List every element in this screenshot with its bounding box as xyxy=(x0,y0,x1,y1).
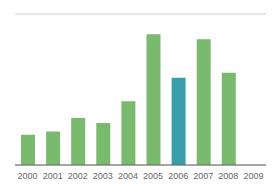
svg-text:2004: 2004 xyxy=(118,171,138,181)
svg-text:2009: 2009 xyxy=(243,171,263,181)
svg-text:2006: 2006 xyxy=(168,171,188,181)
svg-text:2003: 2003 xyxy=(93,171,113,181)
svg-text:2007: 2007 xyxy=(193,171,213,181)
svg-text:2008: 2008 xyxy=(218,171,238,181)
svg-text:2005: 2005 xyxy=(143,171,163,181)
svg-text:2001: 2001 xyxy=(43,171,63,181)
svg-text:2002: 2002 xyxy=(68,171,88,181)
svg-text:2000: 2000 xyxy=(18,171,38,181)
